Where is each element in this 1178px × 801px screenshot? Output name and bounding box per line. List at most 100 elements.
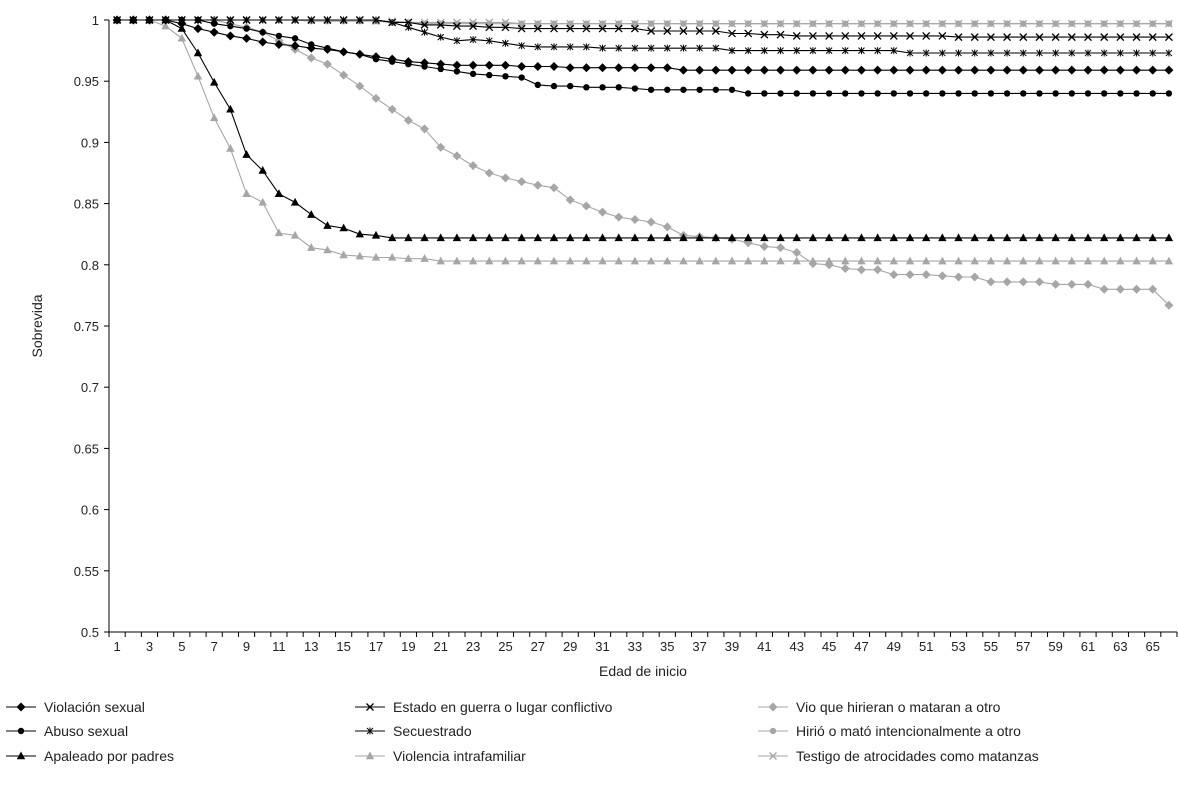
data-point — [387, 104, 397, 114]
legend-marker — [365, 751, 375, 760]
data-point — [889, 233, 899, 242]
data-point — [922, 90, 930, 97]
data-point — [614, 212, 624, 222]
data-point — [921, 65, 931, 75]
x-tick-label: 41 — [757, 639, 771, 654]
legend-marker — [769, 727, 777, 735]
data-point — [1035, 19, 1044, 28]
data-point — [194, 16, 202, 24]
data-point — [711, 27, 720, 35]
data-point — [614, 233, 623, 242]
data-point — [793, 47, 801, 55]
data-point — [776, 65, 786, 75]
data-point — [647, 86, 655, 93]
data-point — [452, 22, 461, 31]
data-point — [598, 207, 608, 217]
legend-label: Secuestrado — [393, 723, 472, 739]
data-point — [437, 65, 444, 73]
data-point — [500, 60, 510, 70]
data-point — [421, 63, 428, 70]
legend-marker — [16, 751, 26, 760]
data-point — [356, 16, 364, 24]
data-point — [1164, 33, 1173, 42]
data-point — [1002, 65, 1012, 75]
data-point — [1084, 49, 1092, 57]
x-tick-label: 53 — [951, 639, 965, 654]
data-point — [695, 233, 704, 242]
data-point — [1148, 284, 1158, 294]
data-point — [565, 195, 575, 205]
legend-marker — [366, 727, 374, 735]
data-point — [1019, 33, 1028, 42]
data-point — [371, 93, 381, 103]
y-tick-label: 0.85 — [74, 197, 99, 212]
x-tick-label: 7 — [211, 639, 218, 654]
data-point — [225, 31, 235, 41]
data-point — [986, 19, 995, 28]
data-point — [452, 256, 462, 265]
data-point — [549, 233, 559, 242]
legend-marker — [366, 703, 374, 711]
data-point — [1100, 33, 1109, 42]
data-point — [291, 16, 299, 24]
data-point — [728, 19, 736, 28]
data-point — [372, 55, 380, 63]
data-point — [486, 71, 493, 79]
legend-marker — [16, 702, 26, 712]
data-point — [372, 16, 380, 24]
data-point — [258, 166, 267, 174]
data-point — [727, 65, 737, 75]
data-point — [484, 60, 494, 70]
data-point — [743, 256, 753, 265]
legend-label: Abuso sexual — [44, 723, 128, 739]
data-point — [825, 90, 833, 97]
legend-item: Vio que hirieran o mataran a otro — [758, 699, 1001, 715]
y-tick-label: 0.95 — [74, 74, 99, 89]
data-point — [517, 256, 526, 265]
y-tick-label: 0.75 — [74, 319, 99, 334]
data-point — [226, 104, 235, 113]
data-point — [1116, 19, 1125, 28]
data-point — [1034, 65, 1044, 75]
data-point — [825, 31, 834, 40]
data-point — [436, 233, 445, 242]
x-tick-label: 51 — [919, 639, 933, 654]
data-point — [339, 250, 348, 259]
data-point — [695, 65, 705, 75]
data-point — [193, 71, 203, 80]
data-point — [922, 31, 931, 40]
data-point — [1099, 65, 1109, 75]
data-point — [954, 233, 963, 242]
data-point — [954, 256, 963, 265]
data-point — [1036, 90, 1043, 97]
data-point — [322, 59, 332, 69]
data-point — [970, 65, 980, 75]
data-point — [582, 233, 591, 242]
data-point — [873, 233, 882, 242]
data-point — [598, 63, 608, 73]
data-point — [954, 33, 963, 42]
data-point — [1051, 233, 1060, 242]
y-tick-label: 0.5 — [81, 625, 99, 640]
x-tick-label: 47 — [854, 639, 868, 654]
data-point — [1068, 49, 1076, 57]
y-tick-label: 1 — [92, 13, 99, 28]
data-point — [955, 90, 962, 97]
data-point — [113, 16, 121, 24]
x-tick-label: 45 — [822, 639, 836, 654]
data-point — [323, 221, 332, 229]
data-point — [1132, 284, 1142, 294]
data-point — [824, 233, 834, 242]
data-point — [663, 27, 672, 35]
data-point — [1003, 19, 1012, 28]
data-point — [1035, 233, 1044, 242]
data-point — [485, 37, 493, 45]
y-axis: 0.5 0.55 0.6 0.65 0.7 0.75 0.8 0.85 0.9 0.95 1 — [74, 13, 110, 640]
series-line — [117, 19, 1169, 94]
data-point — [1148, 33, 1157, 42]
data-point — [808, 233, 818, 242]
data-point — [793, 90, 800, 97]
data-point — [1068, 90, 1076, 97]
data-point — [970, 33, 979, 42]
series-line — [117, 19, 1169, 262]
